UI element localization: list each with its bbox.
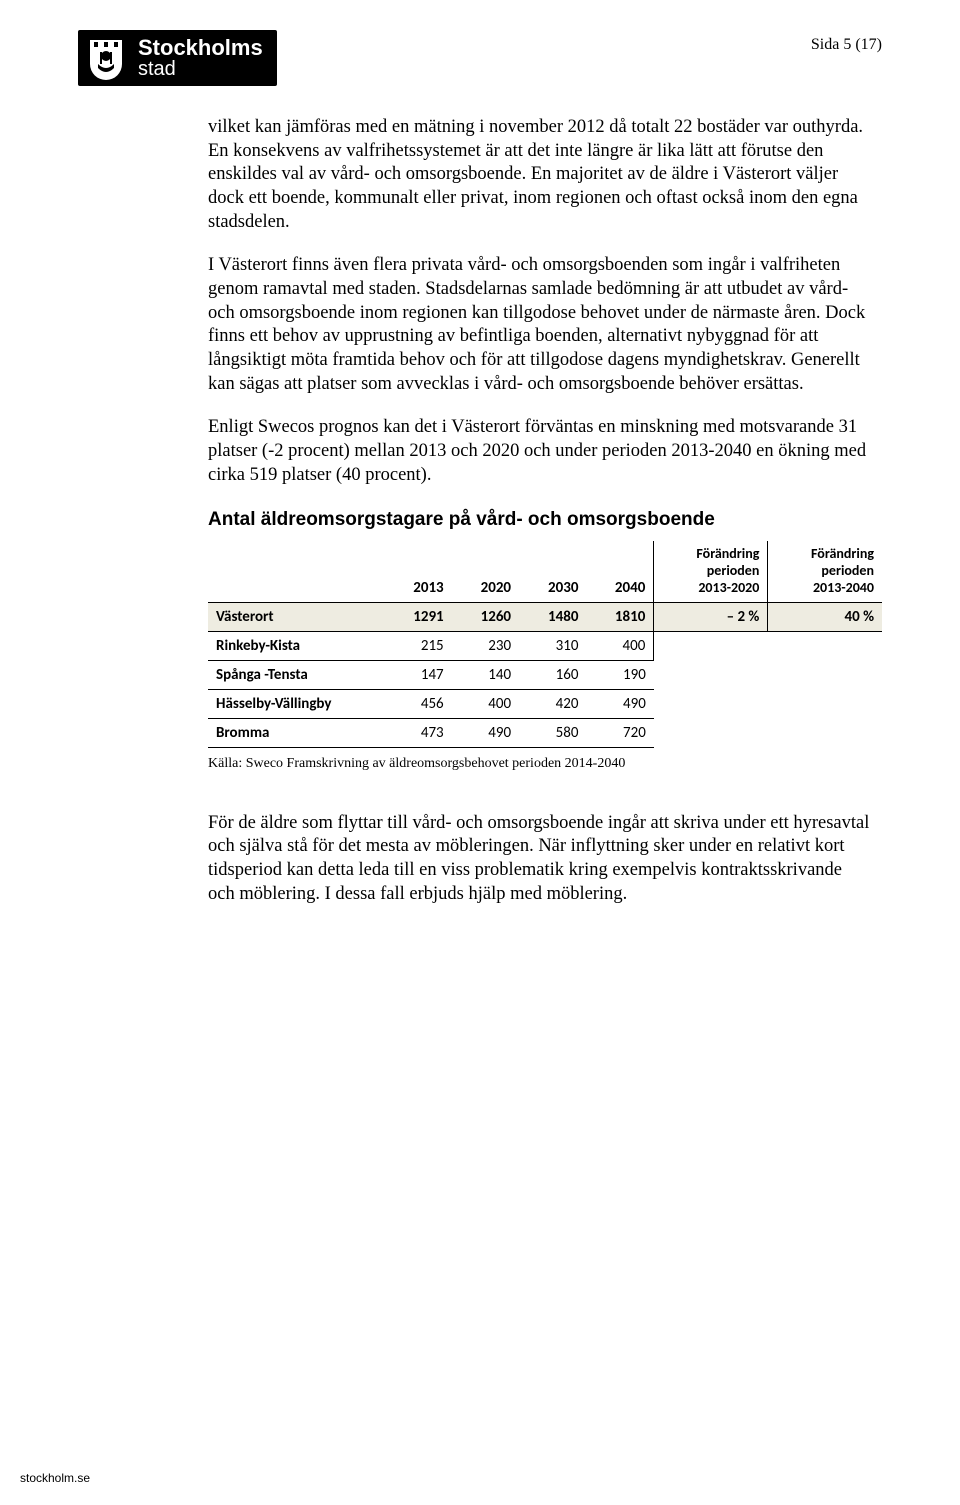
table-cell (654, 631, 768, 660)
table-header-cell: Förändring perioden 2013-2040 (768, 541, 882, 602)
table-row: Rinkeby-Kista 215 230 310 400 (208, 631, 882, 660)
data-table-wrap: 2013 2020 2030 2040 Förändring perioden … (208, 541, 882, 771)
table-row: Bromma 473 490 580 720 (208, 718, 882, 747)
table-cell: 215 (384, 631, 451, 660)
table-cell: 1480 (519, 602, 586, 631)
paragraph: För de äldre som flyttar till vård- och … (208, 812, 872, 907)
table-cell: 490 (452, 718, 519, 747)
paragraph: Enligt Swecos prognos kan det i Västeror… (208, 416, 872, 487)
table-cell (654, 689, 768, 718)
data-table: 2013 2020 2030 2040 Förändring perioden … (208, 541, 882, 747)
table-cell: 160 (519, 660, 586, 689)
page-header: Stockholms stad Sida 5 (17) (78, 30, 882, 86)
table-cell (654, 660, 768, 689)
table-cell (768, 689, 882, 718)
table-cell: 140 (452, 660, 519, 689)
logo-text: Stockholms stad (138, 36, 263, 80)
paragraph: I Västerort finns även flera privata vår… (208, 254, 872, 396)
table-cell: 230 (452, 631, 519, 660)
org-logo: Stockholms stad (78, 30, 277, 86)
table-cell: 147 (384, 660, 451, 689)
logo-line2: stad (138, 59, 263, 80)
page-footer: stockholm.se (20, 1471, 90, 1485)
table-cell: 1260 (452, 602, 519, 631)
document-body: vilket kan jämföras med en mätning i nov… (208, 116, 872, 906)
table-cell: 190 (586, 660, 653, 689)
table-header-cell: Förändring perioden 2013-2020 (654, 541, 768, 602)
table-cell: Bromma (208, 718, 384, 747)
table-cell: Spånga -Tensta (208, 660, 384, 689)
logo-line1: Stockholms (138, 36, 263, 59)
table-header-row: 2013 2020 2030 2040 Förändring perioden … (208, 541, 882, 602)
table-cell: – 2 % (654, 602, 768, 631)
table-cell: 456 (384, 689, 451, 718)
table-cell: 40 % (768, 602, 882, 631)
table-cell: 420 (519, 689, 586, 718)
table-body: Västerort 1291 1260 1480 1810 – 2 % 40 %… (208, 602, 882, 747)
table-row-highlight: Västerort 1291 1260 1480 1810 – 2 % 40 % (208, 602, 882, 631)
table-cell: 400 (586, 631, 653, 660)
table-source: Källa: Sweco Framskrivning av äldreomsor… (208, 756, 882, 772)
table-header-cell: 2020 (452, 541, 519, 602)
table-row: Hässelby-Vällingby 456 400 420 490 (208, 689, 882, 718)
document-page: Stockholms stad Sida 5 (17) vilket kan j… (0, 0, 960, 1505)
table-cell (768, 660, 882, 689)
table-cell: 400 (452, 689, 519, 718)
table-row: Spånga -Tensta 147 140 160 190 (208, 660, 882, 689)
table-cell: 310 (519, 631, 586, 660)
table-cell: 720 (586, 718, 653, 747)
table-cell (768, 631, 882, 660)
table-cell (654, 718, 768, 747)
table-cell: 1291 (384, 602, 451, 631)
table-header-cell: 2030 (519, 541, 586, 602)
table-header-cell: 2040 (586, 541, 653, 602)
table-cell: Rinkeby-Kista (208, 631, 384, 660)
table-header-cell: 2013 (384, 541, 451, 602)
paragraph: vilket kan jämföras med en mätning i nov… (208, 116, 872, 234)
section-title: Antal äldreomsorgstagare på vård- och om… (208, 509, 872, 531)
crest-icon (84, 34, 128, 82)
table-cell: 1810 (586, 602, 653, 631)
page-number: Sida 5 (17) (811, 36, 882, 54)
table-cell: Västerort (208, 602, 384, 631)
table-cell: 473 (384, 718, 451, 747)
table-header-cell (208, 541, 384, 602)
table-cell: 580 (519, 718, 586, 747)
table-cell (768, 718, 882, 747)
table-cell: Hässelby-Vällingby (208, 689, 384, 718)
table-cell: 490 (586, 689, 653, 718)
